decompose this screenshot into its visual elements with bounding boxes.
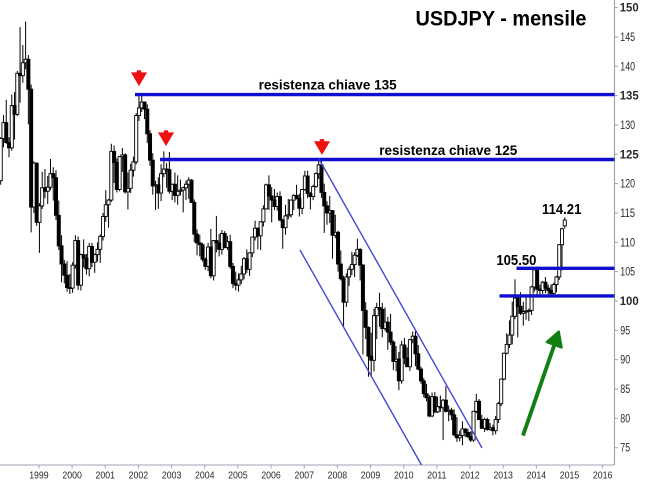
svg-text:resistenza chiave 125: resistenza chiave 125 bbox=[379, 143, 518, 158]
svg-text:2003: 2003 bbox=[162, 471, 182, 480]
svg-text:100: 100 bbox=[620, 296, 639, 308]
svg-text:2013: 2013 bbox=[493, 471, 513, 480]
svg-text:130: 130 bbox=[620, 120, 635, 132]
svg-text:2004: 2004 bbox=[195, 471, 215, 480]
svg-text:90: 90 bbox=[620, 355, 630, 367]
svg-text:135: 135 bbox=[620, 91, 640, 103]
svg-text:2010: 2010 bbox=[394, 471, 414, 480]
svg-text:2011: 2011 bbox=[427, 471, 447, 480]
svg-text:2012: 2012 bbox=[460, 471, 480, 480]
svg-text:USDJPY - mensile: USDJPY - mensile bbox=[416, 8, 587, 31]
svg-text:2016: 2016 bbox=[593, 471, 613, 480]
svg-text:105: 105 bbox=[620, 267, 635, 279]
svg-text:150: 150 bbox=[620, 3, 639, 15]
svg-text:2015: 2015 bbox=[560, 471, 580, 480]
svg-text:75: 75 bbox=[620, 443, 630, 455]
svg-text:resistenza chiave 135: resistenza chiave 135 bbox=[259, 78, 398, 93]
svg-text:2002: 2002 bbox=[129, 471, 149, 480]
svg-text:114.21: 114.21 bbox=[542, 202, 581, 218]
svg-text:80: 80 bbox=[620, 413, 630, 425]
svg-text:2008: 2008 bbox=[328, 471, 348, 480]
svg-text:1999: 1999 bbox=[29, 471, 49, 480]
svg-text:120: 120 bbox=[620, 179, 635, 191]
svg-text:2007: 2007 bbox=[294, 471, 314, 480]
svg-text:105.50: 105.50 bbox=[496, 253, 536, 269]
svg-text:125: 125 bbox=[620, 149, 640, 161]
svg-text:2014: 2014 bbox=[527, 471, 547, 480]
svg-text:95: 95 bbox=[620, 325, 630, 337]
svg-text:110: 110 bbox=[620, 237, 635, 249]
svg-text:2009: 2009 bbox=[361, 471, 381, 480]
svg-text:2000: 2000 bbox=[62, 471, 82, 480]
svg-text:115: 115 bbox=[620, 208, 635, 220]
svg-text:2001: 2001 bbox=[96, 471, 116, 480]
svg-text:2006: 2006 bbox=[261, 471, 281, 480]
svg-text:85: 85 bbox=[620, 384, 630, 396]
svg-text:2005: 2005 bbox=[228, 471, 248, 480]
svg-text:145: 145 bbox=[620, 32, 635, 44]
svg-text:140: 140 bbox=[620, 61, 635, 73]
